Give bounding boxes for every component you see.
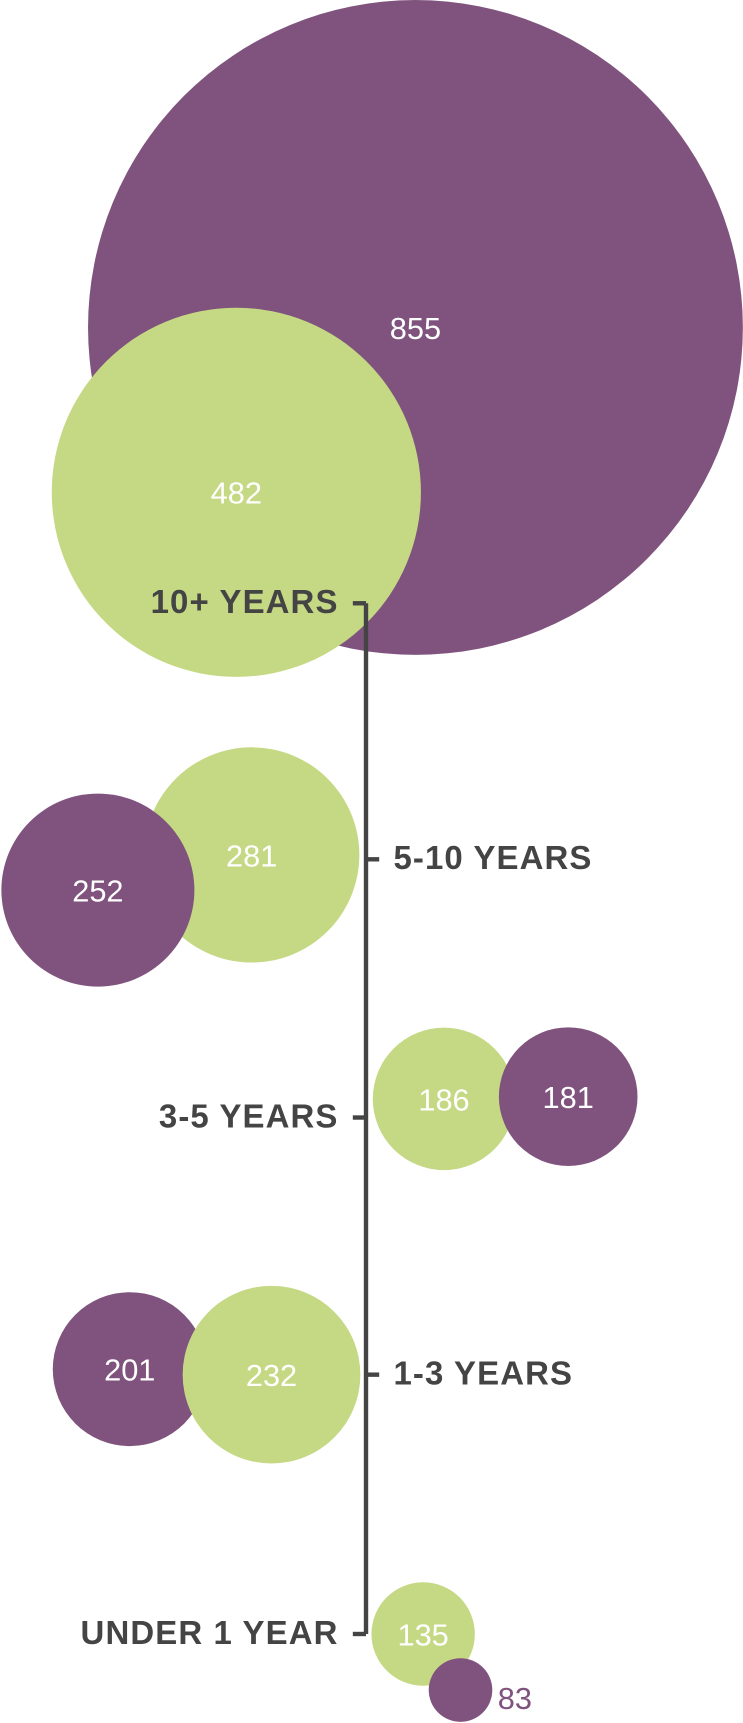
bubble — [372, 1027, 516, 1171]
category-label: 10+ YEARS — [151, 583, 339, 620]
bubble — [498, 1027, 638, 1166]
category-label: 3-5 YEARS — [159, 1097, 339, 1134]
value-label: 83 — [498, 1681, 532, 1716]
value-label: 232 — [246, 1358, 297, 1393]
category-label: UNDER 1 YEAR — [81, 1614, 339, 1651]
value-label: 186 — [418, 1082, 469, 1117]
value-label: 181 — [543, 1080, 594, 1115]
value-label: 201 — [104, 1353, 155, 1388]
value-label: 855 — [390, 311, 441, 346]
value-label: 252 — [72, 873, 123, 908]
value-label: 482 — [211, 476, 262, 511]
bubble — [182, 1285, 361, 1464]
bubble — [371, 1582, 475, 1686]
category-label: 5-10 YEARS — [393, 839, 592, 876]
bubble — [52, 1292, 207, 1447]
bubble — [428, 1658, 493, 1722]
value-label: 135 — [397, 1617, 448, 1652]
value-label: 281 — [226, 838, 277, 873]
bubble — [144, 747, 360, 963]
category-label: 1-3 YEARS — [393, 1354, 573, 1391]
bubble — [1, 793, 195, 987]
bubble — [51, 307, 421, 677]
